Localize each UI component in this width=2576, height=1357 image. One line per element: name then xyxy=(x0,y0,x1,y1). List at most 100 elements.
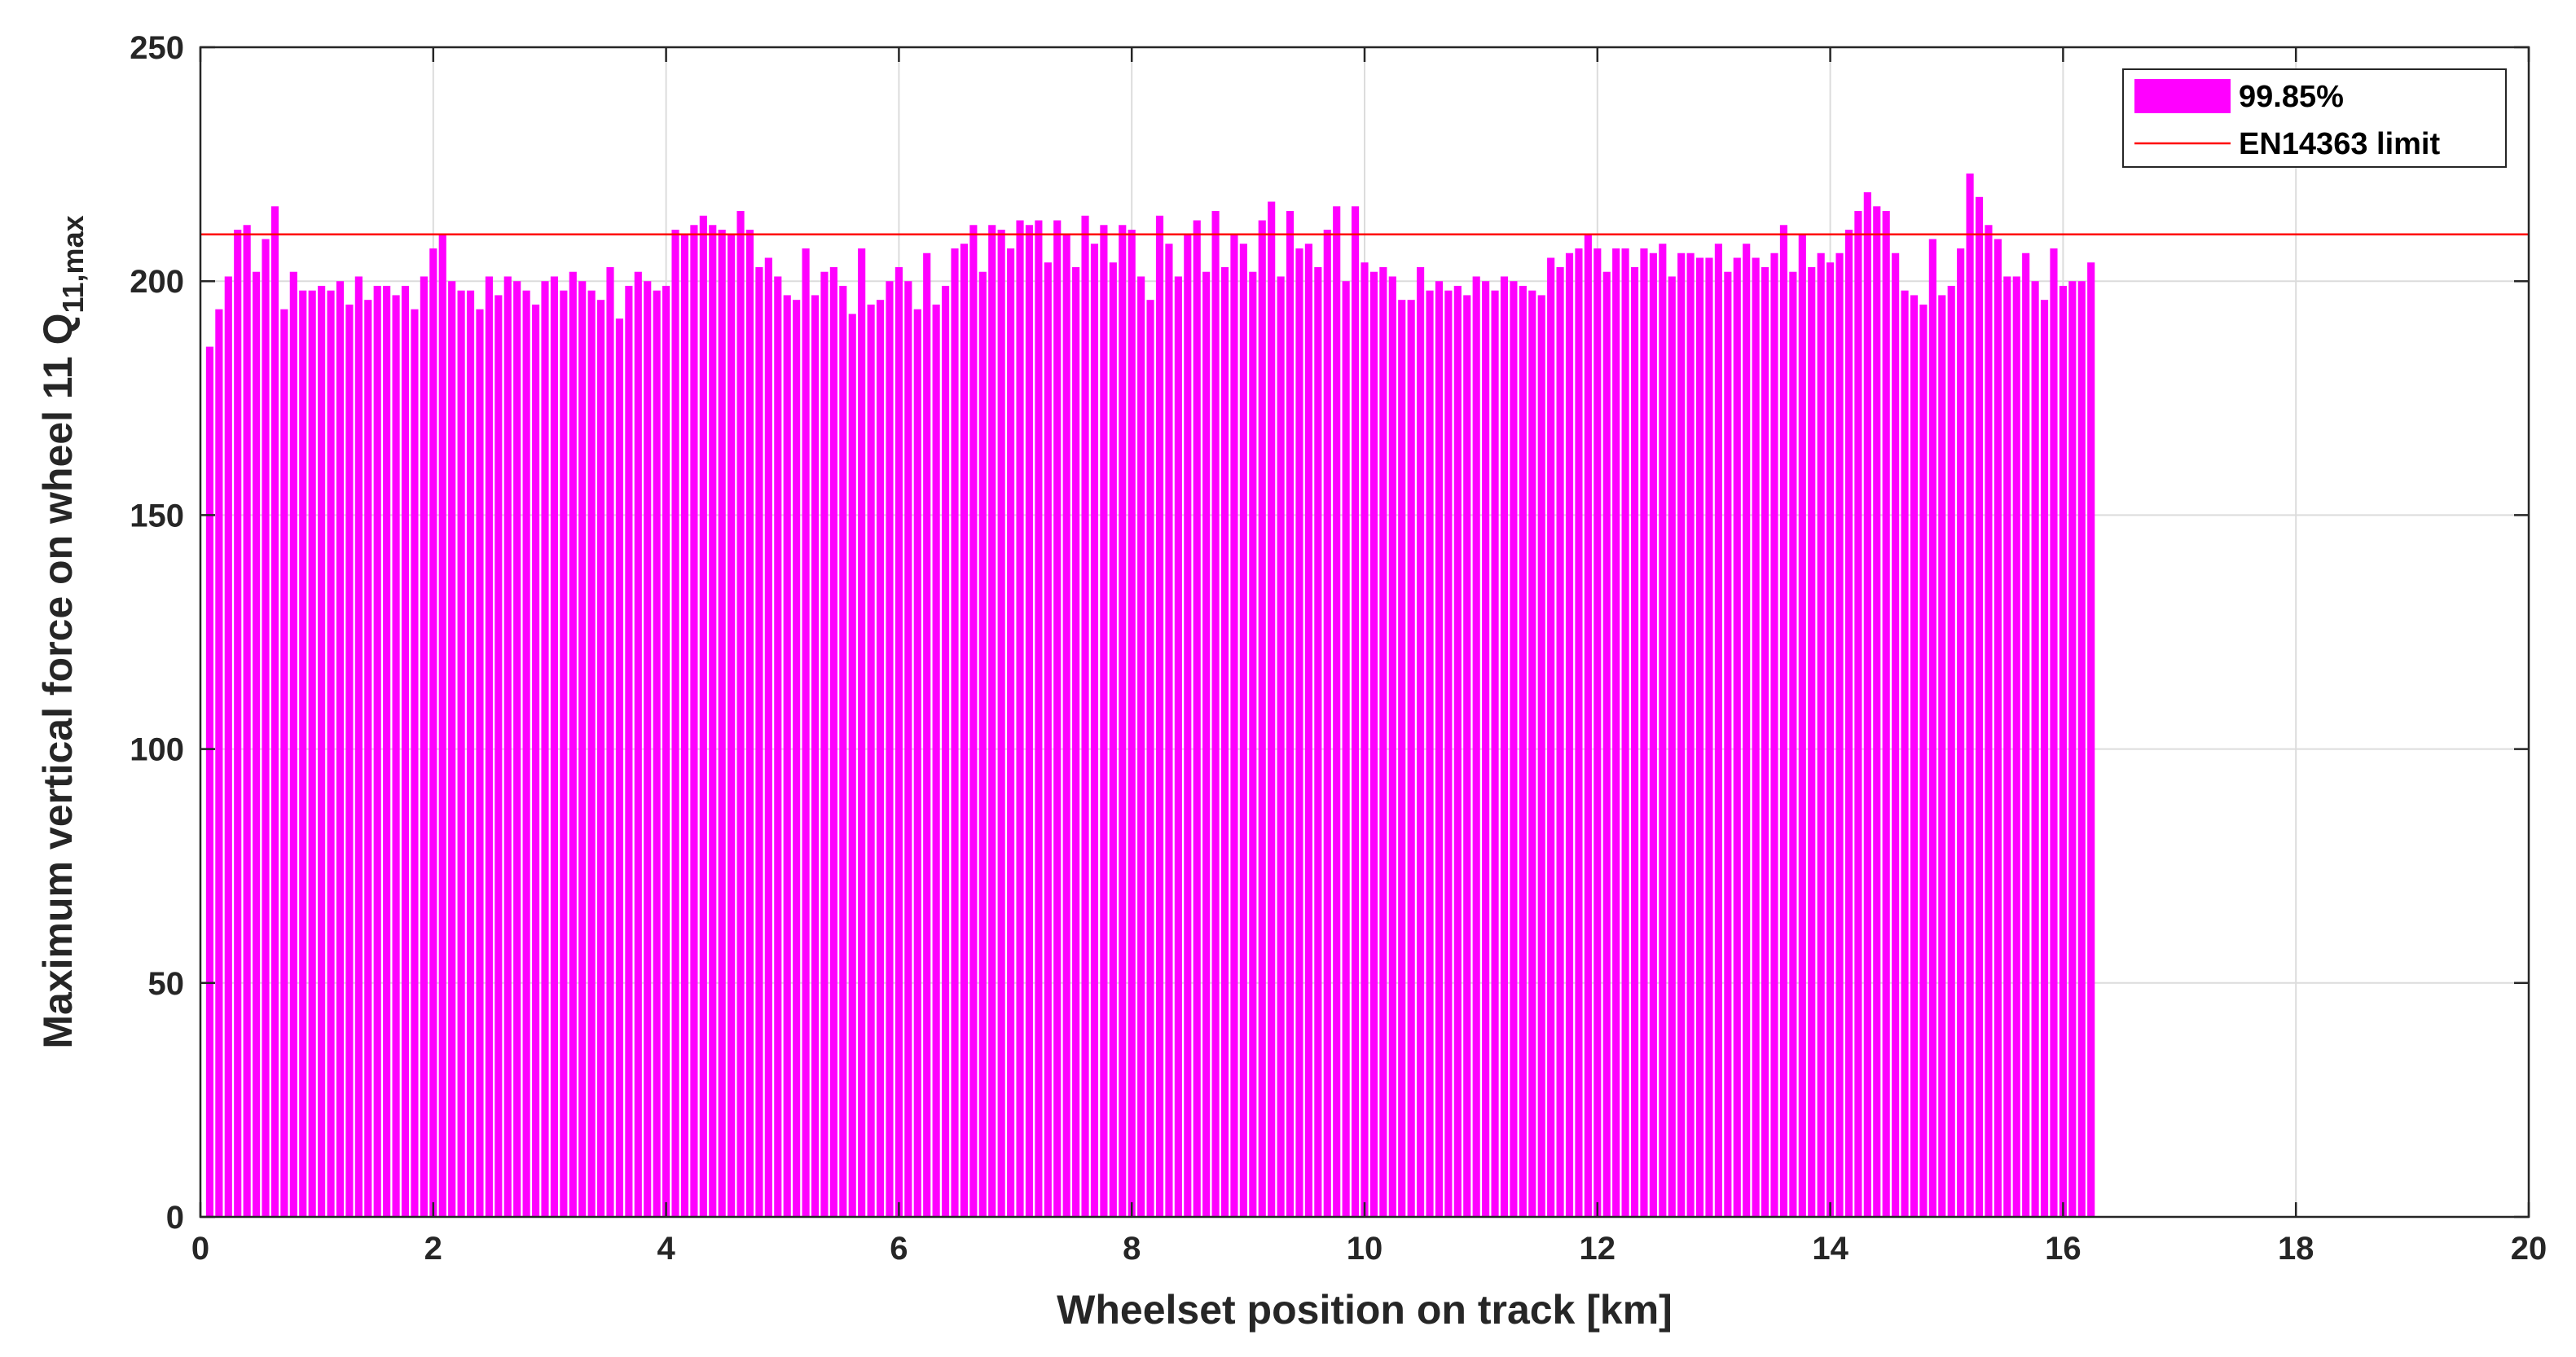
bar xyxy=(373,285,381,1218)
bar xyxy=(1770,253,1778,1218)
y-tick-label: 200 xyxy=(130,264,184,300)
bar xyxy=(1119,225,1127,1218)
y-axis-label-subscript: 11,max xyxy=(56,215,90,313)
bar xyxy=(1519,285,1527,1218)
bar xyxy=(1892,253,1900,1218)
x-tick-label: 0 xyxy=(191,1231,209,1267)
bar xyxy=(690,225,698,1218)
bar xyxy=(1025,225,1034,1218)
bar xyxy=(886,281,894,1218)
bar xyxy=(820,271,829,1217)
bar xyxy=(1630,266,1639,1217)
bar xyxy=(988,225,996,1218)
bar xyxy=(1743,244,1751,1217)
bar xyxy=(1621,248,1629,1218)
bar xyxy=(1081,215,1089,1218)
bar xyxy=(1491,290,1499,1217)
bar xyxy=(904,281,912,1218)
bar xyxy=(1137,276,1145,1217)
bar xyxy=(1220,266,1229,1217)
bar xyxy=(420,276,428,1217)
bar xyxy=(438,234,446,1217)
y-axis-label-main: Maximum vertical force on wheel 11 Q xyxy=(35,314,81,1049)
bar xyxy=(736,211,745,1217)
bar xyxy=(1072,266,1080,1217)
bar xyxy=(1947,285,1955,1218)
bar xyxy=(327,290,335,1217)
x-tick-label: 2 xyxy=(424,1231,442,1267)
bar xyxy=(243,225,251,1218)
bar xyxy=(728,234,736,1217)
x-tick-label: 6 xyxy=(890,1231,908,1267)
y-tick-label: 100 xyxy=(130,732,184,768)
bar xyxy=(1482,281,1490,1218)
bar xyxy=(1808,266,1816,1217)
bar xyxy=(774,276,782,1217)
bar xyxy=(1547,257,1555,1218)
bar xyxy=(578,281,587,1218)
bar xyxy=(1361,262,1369,1217)
bar xyxy=(1677,253,1686,1218)
bar xyxy=(1873,206,1881,1217)
bar xyxy=(1258,220,1266,1217)
bar xyxy=(1342,281,1350,1218)
bar xyxy=(1537,295,1545,1217)
bar xyxy=(364,300,372,1217)
bar xyxy=(1053,220,1062,1217)
bar xyxy=(1761,266,1769,1217)
bar xyxy=(205,346,214,1218)
bar xyxy=(1463,295,1471,1217)
bar xyxy=(1249,271,1257,1217)
bar xyxy=(354,276,363,1217)
y-axis-label: Maximum vertical force on wheel 11 Q11,m… xyxy=(35,215,90,1048)
bar xyxy=(1314,266,1322,1217)
bar xyxy=(1985,225,1993,1218)
bar xyxy=(1295,248,1303,1218)
bar xyxy=(876,300,885,1217)
bar xyxy=(1379,266,1387,1217)
x-tick-label: 16 xyxy=(2045,1231,2081,1267)
bar xyxy=(1444,290,1453,1217)
bar xyxy=(1239,244,1247,1217)
bar xyxy=(839,285,847,1218)
bar xyxy=(2031,281,2039,1218)
bar xyxy=(1044,262,1052,1217)
bar xyxy=(960,244,968,1217)
bar xyxy=(1333,206,1341,1217)
bar xyxy=(662,285,670,1218)
bar xyxy=(1472,276,1480,1217)
bar xyxy=(1398,300,1406,1217)
bar xyxy=(1146,300,1154,1217)
bar xyxy=(978,271,987,1217)
bar xyxy=(1994,239,2002,1217)
bar xyxy=(1594,248,1602,1218)
bar xyxy=(2068,281,2077,1218)
bar xyxy=(1910,295,1919,1217)
bar xyxy=(1752,257,1760,1218)
y-tick-label: 50 xyxy=(148,966,185,1002)
x-tick-label: 8 xyxy=(1123,1231,1141,1267)
bar xyxy=(829,266,837,1217)
bar xyxy=(1128,230,1136,1217)
bar xyxy=(1901,290,1909,1217)
bar xyxy=(262,239,270,1217)
bar xyxy=(783,295,791,1217)
bar xyxy=(1575,248,1583,1218)
legend-label-limit: EN14363 limit xyxy=(2239,127,2440,161)
bar xyxy=(318,285,326,1218)
bar xyxy=(671,230,679,1217)
bar xyxy=(745,230,754,1217)
bar xyxy=(1966,173,1974,1217)
bar xyxy=(653,290,661,1217)
bar xyxy=(1705,257,1713,1218)
bar xyxy=(289,271,297,1217)
y-tick-label: 0 xyxy=(166,1200,184,1236)
bar xyxy=(1724,271,1732,1217)
bar xyxy=(680,234,689,1217)
bar xyxy=(1612,248,1620,1218)
bar xyxy=(1184,234,1192,1217)
bar xyxy=(253,271,261,1217)
x-axis-label: Wheelset position on track [km] xyxy=(1057,1287,1673,1333)
bar xyxy=(1388,276,1396,1217)
